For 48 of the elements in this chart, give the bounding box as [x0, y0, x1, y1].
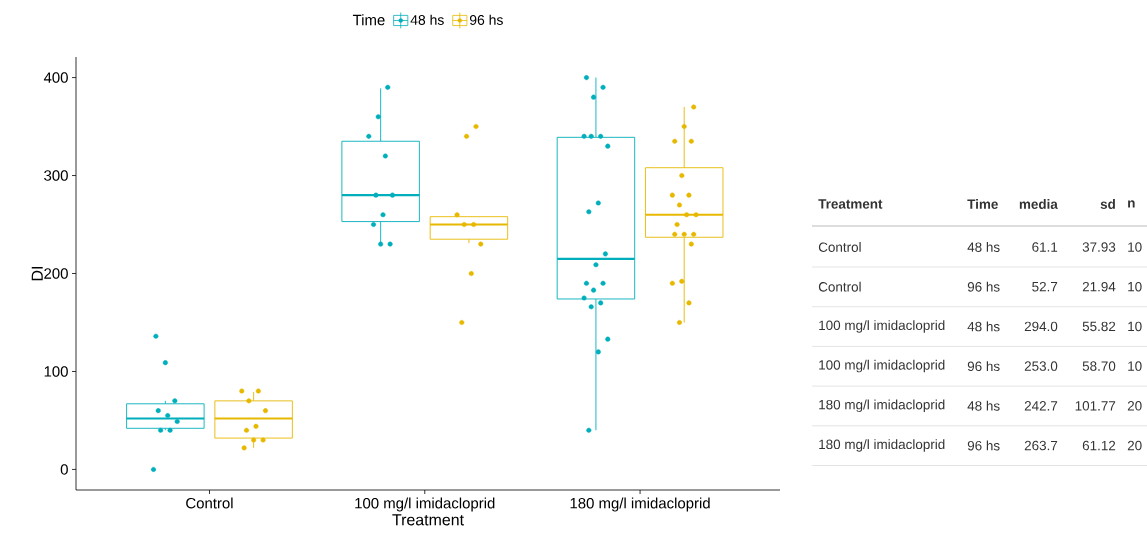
y-tick-label: 300 [44, 170, 68, 181]
text: Control [818, 242, 861, 252]
text: 253.0 [1024, 361, 1058, 371]
text: 242.7 [1024, 401, 1058, 411]
text: Control [818, 281, 861, 292]
text: 10 [1128, 361, 1142, 371]
y-axis-title: DI [31, 267, 43, 281]
text: 20 [1127, 440, 1142, 451]
text: 21.94 [1082, 281, 1116, 292]
text: 37.93 [1082, 242, 1116, 252]
text: 10 [1128, 242, 1142, 252]
text: sd [1100, 199, 1115, 209]
text: 20 [1127, 401, 1142, 411]
text: 48 hs [967, 400, 1000, 411]
text: 96 hs [967, 281, 1000, 292]
legend-label: 96 hs [469, 14, 503, 25]
text: 96 hs [967, 361, 1000, 372]
text: 101.77 [1075, 401, 1116, 411]
text: 100 mg/l imidacloprid [819, 359, 945, 373]
y-tick-label: 0 [60, 464, 68, 475]
text: 52.7 [1032, 281, 1058, 292]
text: 10 [1128, 321, 1142, 332]
text: 180 mg/l imidacloprid [819, 439, 945, 452]
legend-title: Time [352, 14, 385, 26]
text: Treatment [818, 199, 883, 209]
text: n [1128, 200, 1135, 208]
x-tick-label: 100 mg/l imidacloprid [355, 497, 495, 512]
x-tick-label: 180 mg/l imidacloprid [570, 497, 710, 512]
text: 48 hs [967, 242, 1000, 252]
y-tick-label: 100 [44, 366, 68, 377]
text: 61.1 [1032, 242, 1058, 252]
x-axis-title: Treatment [392, 514, 464, 526]
y-tick-label: 200 [44, 268, 68, 279]
text: 96 hs [967, 440, 1000, 451]
text: 263.7 [1024, 440, 1058, 451]
text: 10 [1128, 281, 1142, 292]
text: 58.70 [1082, 361, 1116, 371]
legend-label: 48 hs [410, 14, 444, 25]
x-tick-label: Control [186, 497, 233, 509]
text: media [1019, 199, 1058, 209]
y-tick-label: 400 [43, 72, 68, 83]
text: 48 hs [967, 321, 1000, 332]
text: 61.12 [1082, 440, 1116, 451]
text: Time [967, 199, 998, 209]
text: 180 mg/l imidacloprid [819, 399, 945, 413]
text: 294.0 [1024, 321, 1058, 332]
text: 55.82 [1082, 321, 1116, 332]
text: 100 mg/l imidacloprid [819, 320, 945, 333]
